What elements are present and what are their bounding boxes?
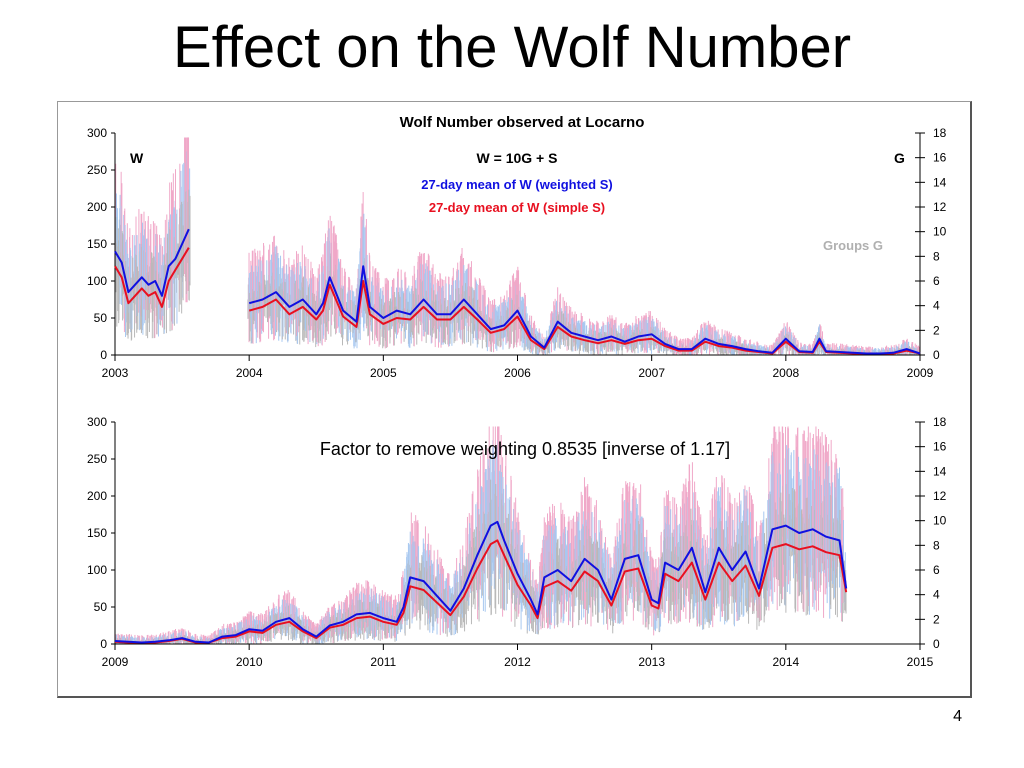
y2-tick-label: 18 [933, 415, 947, 429]
y2-tick-label: 12 [933, 489, 947, 503]
right-axis-label-g: G [894, 150, 905, 166]
y2-tick-label: 14 [933, 464, 947, 478]
weighting-factor-annotation: Factor to remove weighting 0.8535 [inver… [320, 439, 730, 459]
x-tick-label: 2008 [772, 366, 799, 380]
y2-tick-label: 10 [933, 514, 947, 528]
y-tick-label: 150 [87, 526, 107, 540]
slide-title: Effect on the Wolf Number [172, 15, 852, 80]
y2-tick-label: 4 [933, 588, 940, 602]
series-line-weighted [114, 228, 190, 297]
y-tick-label: 150 [87, 237, 107, 251]
y2-tick-label: 18 [933, 126, 947, 140]
y-tick-label: 0 [100, 348, 107, 362]
groups-g-label: Groups G [823, 238, 883, 253]
y2-tick-label: 16 [933, 151, 947, 165]
x-tick-label: 2015 [907, 655, 934, 669]
y-tick-label: 50 [94, 600, 108, 614]
page-number: 4 [953, 708, 962, 725]
y-tick-label: 100 [87, 563, 107, 577]
series-line-weighted [114, 520, 848, 644]
x-tick-label: 2012 [504, 655, 531, 669]
y-tick-label: 250 [87, 163, 107, 177]
x-tick-label: 2009 [907, 366, 934, 380]
y-tick-label: 300 [87, 126, 107, 140]
y2-tick-label: 4 [933, 299, 940, 313]
x-tick-label: 2005 [370, 366, 397, 380]
y2-tick-label: 0 [933, 348, 940, 362]
y2-tick-label: 8 [933, 538, 940, 552]
y-tick-label: 0 [100, 637, 107, 651]
x-tick-label: 2013 [638, 655, 665, 669]
y-tick-label: 200 [87, 200, 107, 214]
y-tick-label: 200 [87, 489, 107, 503]
series-line-simple [114, 539, 848, 644]
series-line-simple [114, 247, 190, 308]
formula-label: W = 10G + S [477, 150, 558, 166]
legend-weighted: 27-day mean of W (weighted S) [421, 177, 612, 192]
top-chart-title: Wolf Number observed at Locarno [400, 114, 645, 131]
x-tick-label: 2009 [102, 655, 129, 669]
x-tick-label: 2003 [102, 366, 129, 380]
left-axis-label-w: W [130, 150, 144, 166]
x-tick-label: 2004 [236, 366, 263, 380]
y2-tick-label: 6 [933, 274, 940, 288]
y2-tick-label: 6 [933, 563, 940, 577]
y2-tick-label: 12 [933, 200, 947, 214]
y2-tick-label: 0 [933, 637, 940, 651]
y2-tick-label: 14 [933, 175, 947, 189]
x-tick-label: 2011 [370, 655, 396, 669]
y2-tick-label: 16 [933, 440, 947, 454]
daily-values-layer [114, 137, 921, 644]
y-tick-label: 250 [87, 452, 107, 466]
x-tick-label: 2010 [236, 655, 263, 669]
y-tick-label: 50 [94, 311, 108, 325]
y2-tick-label: 2 [933, 323, 940, 337]
y2-tick-label: 8 [933, 249, 940, 263]
x-tick-label: 2006 [504, 366, 531, 380]
x-tick-label: 2014 [772, 655, 799, 669]
y-tick-label: 300 [87, 415, 107, 429]
legend-simple: 27-day mean of W (simple S) [429, 200, 605, 215]
x-tick-label: 2007 [638, 366, 665, 380]
y2-tick-label: 10 [933, 225, 947, 239]
series-line-weighted [248, 265, 921, 355]
y-tick-label: 100 [87, 274, 107, 288]
y2-tick-label: 2 [933, 612, 940, 626]
series-layer [114, 228, 921, 644]
